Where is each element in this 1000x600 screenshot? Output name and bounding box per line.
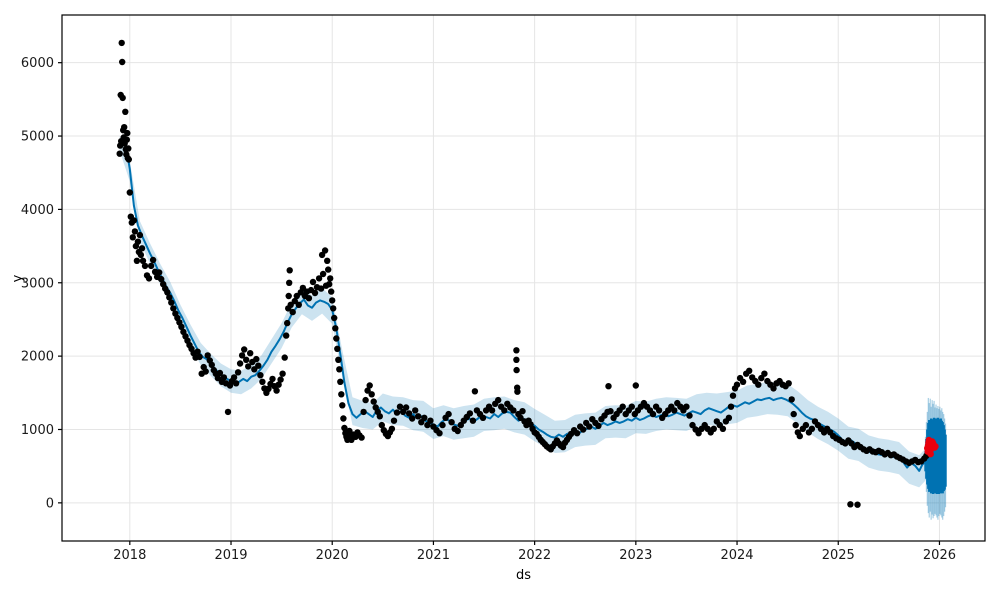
actual-data-points: [116, 39, 930, 508]
svg-text:2025: 2025: [822, 548, 855, 563]
svg-text:0: 0: [46, 496, 54, 511]
svg-text:2019: 2019: [214, 548, 247, 563]
recent-data-points-red: [924, 436, 939, 458]
svg-text:2026: 2026: [923, 548, 956, 563]
svg-text:1000: 1000: [21, 423, 54, 438]
svg-text:2024: 2024: [720, 548, 753, 563]
svg-text:3000: 3000: [21, 276, 54, 291]
uncertainty-band: [119, 136, 926, 488]
axis-ticks: [58, 62, 941, 545]
svg-text:2022: 2022: [518, 548, 551, 563]
axes-spines: [61, 14, 986, 542]
svg-text:2000: 2000: [21, 350, 54, 365]
y-axis-label: y: [10, 274, 26, 283]
svg-text:4000: 4000: [21, 203, 54, 218]
svg-text:2021: 2021: [417, 548, 450, 563]
tick-labels: 2018 2019 2020 2021 2022 2023 2024 2025 2026 0 100…: [21, 56, 956, 563]
svg-text:2023: 2023: [619, 548, 652, 563]
svg-text:2020: 2020: [316, 548, 349, 563]
svg-text:6000: 6000: [21, 56, 54, 71]
grid-lines: [62, 15, 985, 541]
x-axis-label: ds: [515, 568, 532, 583]
svg-text:2018: 2018: [113, 548, 146, 563]
svg-text:5000: 5000: [21, 130, 54, 145]
